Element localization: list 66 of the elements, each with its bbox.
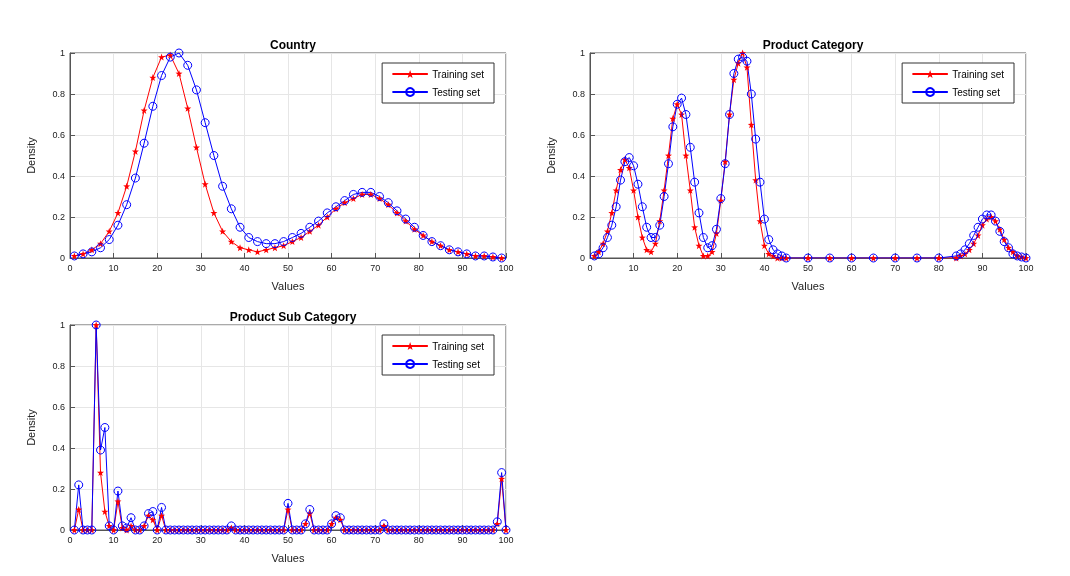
x-tick-label: 70 <box>370 534 381 545</box>
y-tick-label: 0.8 <box>52 361 65 371</box>
y-tick-label: 0 <box>579 253 585 263</box>
x-tick-label: 10 <box>108 262 119 273</box>
x-tick-label: 70 <box>890 262 901 273</box>
x-axis-title: Values <box>791 279 825 292</box>
x-tick-label: 0 <box>587 262 593 273</box>
y-axis-title: Density <box>544 136 557 174</box>
y-tick-label: 0 <box>59 253 65 263</box>
y-tick-label: 0.6 <box>52 130 65 140</box>
y-tick-label: 0.2 <box>572 212 585 222</box>
y-tick-label: 1 <box>59 320 65 330</box>
y-tick-label: 1 <box>579 48 585 58</box>
x-tick-label: 10 <box>108 534 119 545</box>
x-tick-label: 90 <box>457 262 468 273</box>
y-axis-title: Density <box>24 408 37 446</box>
legend-label: Training set <box>432 340 485 352</box>
x-tick-label: 20 <box>152 534 163 545</box>
legend-label: Testing set <box>432 358 481 370</box>
x-tick-label: 40 <box>239 262 250 273</box>
legend-label: Testing set <box>952 86 1001 98</box>
chart-title: Country <box>270 38 317 52</box>
x-tick-label: 80 <box>413 262 424 273</box>
y-tick-label: 0.4 <box>52 171 65 181</box>
x-tick-label: 50 <box>802 262 814 273</box>
x-tick-label: 50 <box>282 262 294 273</box>
x-tick-label: 20 <box>672 262 683 273</box>
x-tick-label: 80 <box>413 534 424 545</box>
x-tick-label: 50 <box>282 534 294 545</box>
legend-label: Training set <box>432 68 485 80</box>
x-axis-title: Values <box>271 279 305 292</box>
x-tick-label: 100 <box>498 262 514 273</box>
x-tick-label: 100 <box>498 534 514 545</box>
y-tick-label: 1 <box>59 48 65 58</box>
x-tick-label: 0 <box>67 534 73 545</box>
x-tick-label: 40 <box>759 262 770 273</box>
chart-title: Product Category <box>762 38 864 52</box>
x-tick-label: 60 <box>846 262 857 273</box>
x-axis-title: Values <box>271 551 305 564</box>
y-tick-label: 0.2 <box>52 484 65 494</box>
x-tick-label: 60 <box>326 262 337 273</box>
x-tick-label: 30 <box>715 262 726 273</box>
x-tick-label: 20 <box>152 262 163 273</box>
y-tick-label: 0.8 <box>572 89 585 99</box>
y-tick-label: 0.4 <box>572 171 585 181</box>
y-tick-label: 0 <box>59 525 65 535</box>
y-tick-label: 0.6 <box>52 402 65 412</box>
y-tick-label: 0.6 <box>572 130 585 140</box>
y-tick-label: 0.2 <box>52 212 65 222</box>
legend-label: Testing set <box>432 86 481 98</box>
legend-label: Training set <box>952 68 1005 80</box>
x-tick-label: 30 <box>195 534 206 545</box>
chart-title: Product Sub Category <box>229 310 357 324</box>
y-tick-label: 0.8 <box>52 89 65 99</box>
y-tick-label: 0.4 <box>52 443 65 453</box>
x-tick-label: 40 <box>239 534 250 545</box>
x-tick-label: 30 <box>195 262 206 273</box>
x-tick-label: 10 <box>628 262 639 273</box>
y-axis-title: Density <box>24 136 37 174</box>
x-tick-label: 60 <box>326 534 337 545</box>
x-tick-label: 90 <box>457 534 468 545</box>
x-tick-label: 80 <box>933 262 944 273</box>
x-tick-label: 90 <box>977 262 988 273</box>
x-tick-label: 100 <box>1018 262 1034 273</box>
x-tick-label: 0 <box>67 262 73 273</box>
x-tick-label: 70 <box>370 262 381 273</box>
